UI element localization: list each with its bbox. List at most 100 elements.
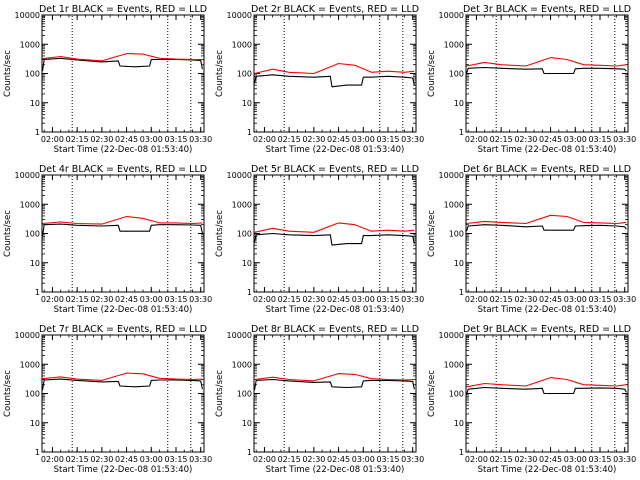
y-tick-label: 1000	[20, 360, 40, 369]
x-tick-label: 02:00	[465, 295, 488, 304]
x-tick-label: 02:30	[90, 295, 113, 304]
y-axis-label: Counts/sec	[427, 210, 437, 257]
x-tick-label: 02:15	[278, 135, 301, 144]
y-tick-label: 1	[459, 128, 464, 137]
y-tick-label: 1	[247, 448, 252, 457]
x-axis-label: Start Time (22-Dec-08 01:53:40)	[54, 145, 193, 155]
x-tick-label: 03:30	[189, 295, 212, 304]
x-tick-label: 02:45	[115, 295, 138, 304]
y-tick-label: 1000	[444, 40, 464, 49]
x-tick-label: 02:00	[41, 295, 64, 304]
x-tick-label: 03:15	[164, 295, 187, 304]
lld-series-line	[42, 372, 203, 381]
y-axis-label: Counts/sec	[215, 370, 225, 417]
y-tick-label: 1	[35, 128, 40, 137]
x-tick-label: 03:00	[564, 135, 587, 144]
y-tick-label: 10	[30, 259, 40, 268]
y-tick-label: 1000	[444, 360, 464, 369]
y-tick-label: 10000	[15, 171, 40, 180]
events-series-line	[41, 57, 203, 72]
x-tick-label: 02:15	[66, 455, 89, 464]
y-tick-label: 1	[459, 448, 464, 457]
x-tick-label: 02:30	[302, 295, 325, 304]
panel-title: Det 9r BLACK = Events, RED = LLD	[463, 324, 631, 335]
y-tick-label: 100	[449, 70, 464, 79]
x-tick-label: 03:30	[401, 455, 424, 464]
y-tick-label: 10	[242, 259, 252, 268]
y-axis-label: Counts/sec	[215, 50, 225, 97]
plot-frame	[465, 174, 629, 293]
x-tick-label: 03:30	[401, 295, 424, 304]
detector-panel-2r: Det 2r BLACK = Events, RED = LLD 1 10 100 10…	[215, 4, 424, 155]
x-tick-label: 03:15	[588, 295, 611, 304]
x-tick-label: 03:30	[613, 295, 636, 304]
x-tick-label: 03:00	[140, 135, 163, 144]
lld-series-line	[254, 222, 415, 233]
y-tick-label: 1	[247, 288, 252, 297]
y-tick-label: 10000	[15, 11, 40, 20]
detector-panel-1r: Det 1r BLACK = Events, RED = LLD 1 10 100 10…	[3, 4, 212, 155]
plot-frame	[41, 174, 205, 293]
x-tick-label: 03:00	[564, 455, 587, 464]
y-tick-label: 10	[454, 99, 464, 108]
x-tick-label: 02:00	[253, 295, 276, 304]
x-tick-label: 02:45	[115, 455, 138, 464]
y-tick-label: 10	[30, 99, 40, 108]
y-tick-label: 100	[449, 230, 464, 239]
y-axis-label: Counts/sec	[427, 50, 437, 97]
y-tick-label: 1000	[444, 200, 464, 209]
x-tick-label: 02:00	[253, 135, 276, 144]
y-tick-label: 1000	[20, 40, 40, 49]
x-tick-label: 02:30	[514, 295, 537, 304]
y-tick-label: 10000	[227, 171, 252, 180]
x-tick-label: 02:15	[278, 455, 301, 464]
panel-title: Det 5r BLACK = Events, RED = LLD	[251, 164, 419, 175]
events-series-line	[465, 66, 627, 75]
x-tick-label: 03:00	[352, 455, 375, 464]
panel-title: Det 6r BLACK = Events, RED = LLD	[463, 164, 631, 175]
y-tick-label: 10000	[15, 331, 40, 340]
panel-title: Det 1r BLACK = Events, RED = LLD	[39, 4, 207, 15]
y-tick-label: 100	[25, 70, 40, 79]
y-tick-label: 1	[35, 288, 40, 297]
x-tick-label: 03:30	[189, 135, 212, 144]
x-tick-label: 02:30	[90, 455, 113, 464]
x-tick-label: 03:30	[401, 135, 424, 144]
y-tick-label: 10000	[439, 331, 464, 340]
y-tick-label: 1	[459, 288, 464, 297]
x-tick-label: 02:45	[327, 455, 350, 464]
y-tick-label: 100	[449, 390, 464, 399]
detector-panel-5r: Det 5r BLACK = Events, RED = LLD 1 10 100 10…	[215, 164, 424, 315]
x-tick-label: 03:00	[352, 135, 375, 144]
x-tick-label: 03:00	[352, 295, 375, 304]
lld-series-line	[254, 373, 415, 382]
x-tick-label: 02:30	[514, 455, 537, 464]
lld-series-line	[42, 53, 203, 62]
detector-panel-4r: Det 4r BLACK = Events, RED = LLD 1 10 100 10…	[3, 164, 212, 315]
detector-panel-7r: Det 7r BLACK = Events, RED = LLD 1 10 100 10…	[3, 324, 212, 475]
y-tick-label: 1000	[232, 40, 252, 49]
events-series-line	[41, 378, 203, 391]
x-tick-label: 02:30	[302, 455, 325, 464]
x-axis-label: Start Time (22-Dec-08 01:53:40)	[54, 305, 193, 315]
x-axis-label: Start Time (22-Dec-08 01:53:40)	[266, 145, 405, 155]
y-axis-label: Counts/sec	[215, 210, 225, 257]
panel-title: Det 7r BLACK = Events, RED = LLD	[39, 324, 207, 335]
x-tick-label: 02:15	[490, 295, 513, 304]
x-tick-label: 03:15	[164, 455, 187, 464]
y-tick-label: 10000	[227, 11, 252, 20]
plot-frame	[41, 14, 205, 133]
events-series-line	[465, 386, 627, 395]
x-tick-label: 02:30	[302, 135, 325, 144]
y-tick-label: 1000	[232, 360, 252, 369]
panel-title: Det 8r BLACK = Events, RED = LLD	[251, 324, 419, 335]
events-series-line	[253, 378, 415, 391]
y-axis-label: Counts/sec	[3, 370, 13, 417]
x-tick-label: 03:30	[613, 135, 636, 144]
detector-panel-9r: Det 9r BLACK = Events, RED = LLD 1 10 100 10…	[427, 324, 636, 475]
events-series-line	[41, 223, 203, 237]
x-tick-label: 03:15	[588, 135, 611, 144]
x-tick-label: 02:00	[41, 135, 64, 144]
y-tick-label: 10000	[439, 171, 464, 180]
x-tick-label: 03:00	[140, 295, 163, 304]
